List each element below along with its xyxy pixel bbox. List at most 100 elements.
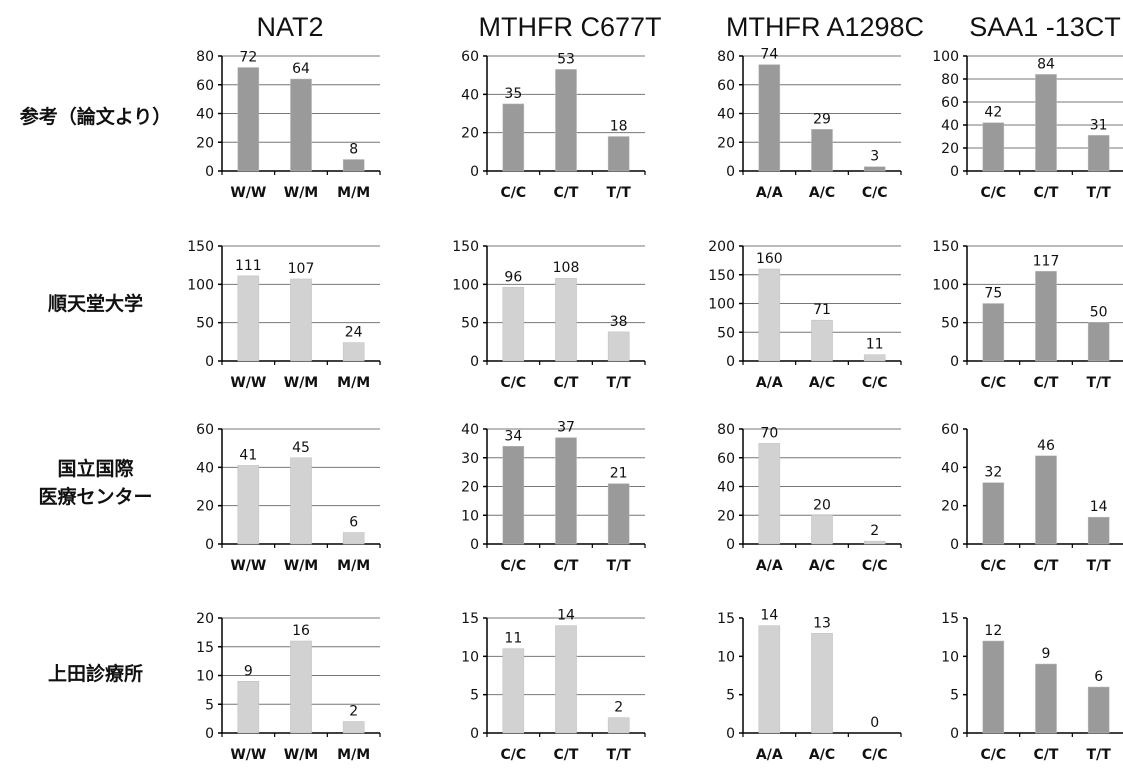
data-label: 0 — [870, 715, 879, 731]
y-tick-label: 20 — [941, 141, 959, 157]
x-tick-label: W/M — [284, 747, 319, 763]
data-label: 20 — [813, 497, 831, 513]
column-title-mthfr-c677t: MTHFR C677T — [478, 12, 662, 42]
data-label: 35 — [504, 86, 522, 102]
data-label: 84 — [1037, 56, 1055, 72]
y-tick-label: 0 — [205, 537, 214, 553]
y-tick-label: 15 — [461, 611, 479, 627]
bar — [1035, 663, 1057, 734]
y-tick-label: 50 — [461, 316, 479, 332]
x-tick-label: C/C — [980, 558, 1006, 574]
data-label: 2 — [614, 700, 623, 716]
bar-chart-r3-c0: 0 5 10 15 20 9 W/W 16 W/M 2 M/M — [196, 611, 381, 763]
bar — [555, 625, 577, 734]
x-tick-label: A/A — [756, 375, 783, 391]
y-tick-label: 20 — [461, 480, 479, 496]
data-label: 160 — [756, 251, 783, 267]
x-tick-label: A/A — [756, 747, 783, 763]
bar — [502, 648, 525, 734]
y-tick-label: 60 — [461, 49, 479, 65]
x-tick-label: T/T — [1087, 558, 1112, 574]
data-label: 9 — [1042, 646, 1051, 662]
data-label: 6 — [1094, 669, 1103, 685]
y-tick-label: 0 — [950, 354, 959, 370]
data-label: 32 — [984, 465, 1002, 481]
data-label: 12 — [984, 623, 1002, 639]
bar — [758, 443, 781, 545]
bar — [342, 532, 365, 545]
data-label: 3 — [870, 149, 879, 165]
bar-chart-r0-c3: 0 20 40 60 80 100 42 C/C 84 C/T 31 T/T — [932, 49, 1123, 201]
x-tick-label: C/C — [500, 558, 526, 574]
data-label: 31 — [1090, 117, 1108, 133]
bar — [982, 482, 1005, 545]
y-tick-label: 50 — [941, 316, 959, 332]
data-label: 107 — [288, 261, 315, 277]
y-tick-label: 20 — [196, 499, 214, 515]
y-tick-label: 60 — [196, 78, 214, 94]
y-tick-label: 20 — [717, 135, 735, 151]
row-label-juntendo: 順天堂大学 — [8, 290, 183, 318]
y-tick-label: 150 — [187, 239, 214, 255]
bar-chart-r0-c0: 0 20 40 60 80 72 W/W 64 W/M 8 M/M — [196, 49, 381, 201]
data-label: 74 — [760, 47, 778, 63]
bar-chart-r2-c0: 0 20 40 60 41 W/W 45 W/M 6 M/M — [196, 422, 381, 574]
data-label: 11 — [866, 337, 884, 353]
y-tick-label: 20 — [196, 135, 214, 151]
x-tick-label: T/T — [1087, 747, 1112, 763]
bar — [290, 78, 312, 172]
data-label: 6 — [349, 515, 358, 531]
y-tick-label: 100 — [187, 277, 214, 293]
y-tick-label: 15 — [196, 640, 214, 656]
data-label: 2 — [870, 523, 879, 539]
x-tick-label: C/C — [862, 375, 888, 391]
y-tick-label: 60 — [941, 95, 959, 111]
data-label: 111 — [235, 258, 262, 274]
y-tick-label: 10 — [196, 669, 214, 685]
y-tick-label: 5 — [470, 688, 479, 704]
x-tick-label: C/T — [1034, 558, 1059, 574]
row-label-juntendo-line: 順天堂大学 — [47, 293, 143, 315]
x-tick-label: C/T — [1034, 375, 1059, 391]
y-tick-label: 15 — [941, 611, 959, 627]
x-tick-label: W/W — [230, 375, 266, 391]
column-title-saa1: SAA1 -13CT — [969, 12, 1121, 42]
bar — [758, 64, 781, 172]
bar-chart-r0-c2: 0 20 40 60 80 74 A/A 29 A/C 3 C/C — [717, 47, 902, 201]
bar — [1035, 455, 1057, 545]
bar-chart-r2-c2: 0 20 40 60 80 70 A/A 20 A/C 2 C/C — [717, 422, 902, 574]
bar-chart-r1-c1: 0 50 100 150 96 C/C 108 C/T 38 T/T — [452, 239, 646, 391]
data-label: 50 — [1090, 305, 1108, 321]
x-tick-label: W/W — [230, 558, 266, 574]
bar — [1087, 686, 1110, 734]
y-tick-label: 0 — [726, 537, 735, 553]
y-tick-label: 0 — [205, 354, 214, 370]
bar — [811, 633, 833, 734]
data-label: 117 — [1033, 253, 1060, 269]
bar — [758, 268, 781, 362]
x-tick-label: C/T — [554, 558, 579, 574]
bar — [290, 640, 312, 734]
bar-chart-r0-c1: 0 20 40 60 35 C/C 53 C/T 18 T/T — [461, 49, 646, 201]
bar — [237, 275, 260, 362]
x-tick-label: C/T — [554, 375, 579, 391]
x-tick-label: W/M — [284, 558, 319, 574]
x-tick-label: C/T — [554, 185, 579, 201]
data-label: 16 — [292, 623, 310, 639]
y-tick-label: 40 — [461, 87, 479, 103]
x-tick-label: C/C — [500, 747, 526, 763]
bar — [237, 681, 260, 734]
data-label: 42 — [984, 105, 1002, 121]
y-tick-label: 5 — [726, 688, 735, 704]
bar-chart-r3-c3: 0 5 10 15 12 C/C 9 C/T 6 T/T — [941, 611, 1123, 763]
y-tick-label: 0 — [470, 726, 479, 742]
column-title-mthfr-a1298c: MTHFR A1298C — [725, 12, 925, 42]
x-tick-label: C/C — [862, 185, 888, 201]
bar — [502, 103, 525, 172]
y-tick-label: 10 — [717, 649, 735, 665]
x-tick-label: C/T — [1034, 185, 1059, 201]
data-label: 37 — [557, 420, 575, 436]
bar — [982, 122, 1005, 172]
data-label: 18 — [610, 119, 628, 135]
data-label: 14 — [1090, 499, 1108, 515]
